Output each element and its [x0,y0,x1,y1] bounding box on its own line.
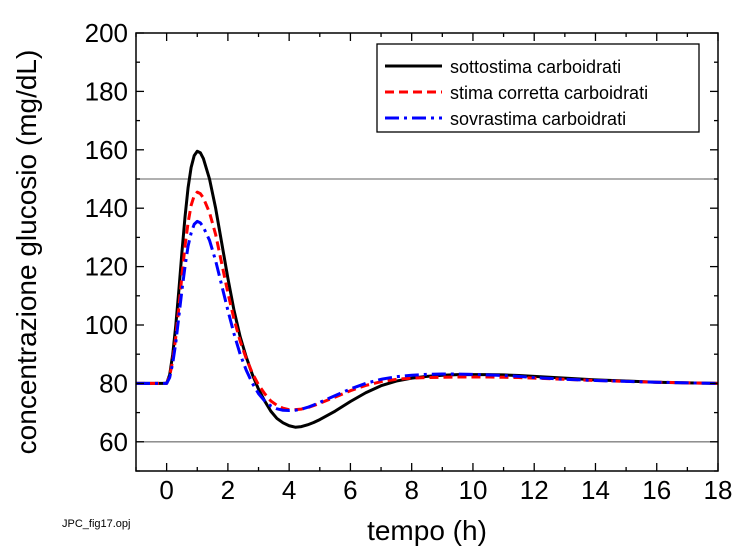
reference-lines [136,178,718,443]
x-tick-label: 6 [343,475,357,505]
series-line-3 [136,219,718,413]
y-tick-label: 120 [85,252,128,282]
legend-box [376,43,700,133]
x-tick-label: 14 [581,475,610,505]
x-axis: 0 2 4 6 8 10 12 14 16 18 [135,33,733,505]
series-line-2 [136,190,718,412]
x-tick-label: 0 [159,475,173,505]
y-tick-label: 80 [99,368,128,398]
legend-label-3: sovrastima carboidrati [450,109,626,129]
legend-label-1: sottostima carboidrati [450,57,621,77]
series-lines [136,149,718,429]
legend-label-2: stima corretta carboidrati [450,83,648,103]
x-tick-label: 16 [642,475,671,505]
x-tick-label: 18 [704,475,733,505]
y-tick-label: 180 [85,76,128,106]
file-label: JPC_fig17.opj [62,518,131,530]
x-tick-label: 8 [404,475,418,505]
x-tick-label: 12 [520,475,549,505]
x-tick-label: 4 [282,475,296,505]
x-axis-title: tempo (h) [367,515,487,546]
y-axis: 60 80 100 120 140 160 180 200 [85,18,718,472]
plot-frame [135,32,719,472]
y-tick-label: 160 [85,135,128,165]
y-axis-title: concentrazione glucosio (mg/dL) [11,50,42,455]
x-tick-label: 10 [458,475,487,505]
y-tick-label: 200 [85,18,128,48]
y-tick-label: 100 [85,310,128,340]
legend: sottostima carboidrati stima corretta car… [376,43,700,133]
y-tick-label: 140 [85,193,128,223]
x-tick-label: 2 [221,475,235,505]
y-tick-label: 60 [99,427,128,457]
